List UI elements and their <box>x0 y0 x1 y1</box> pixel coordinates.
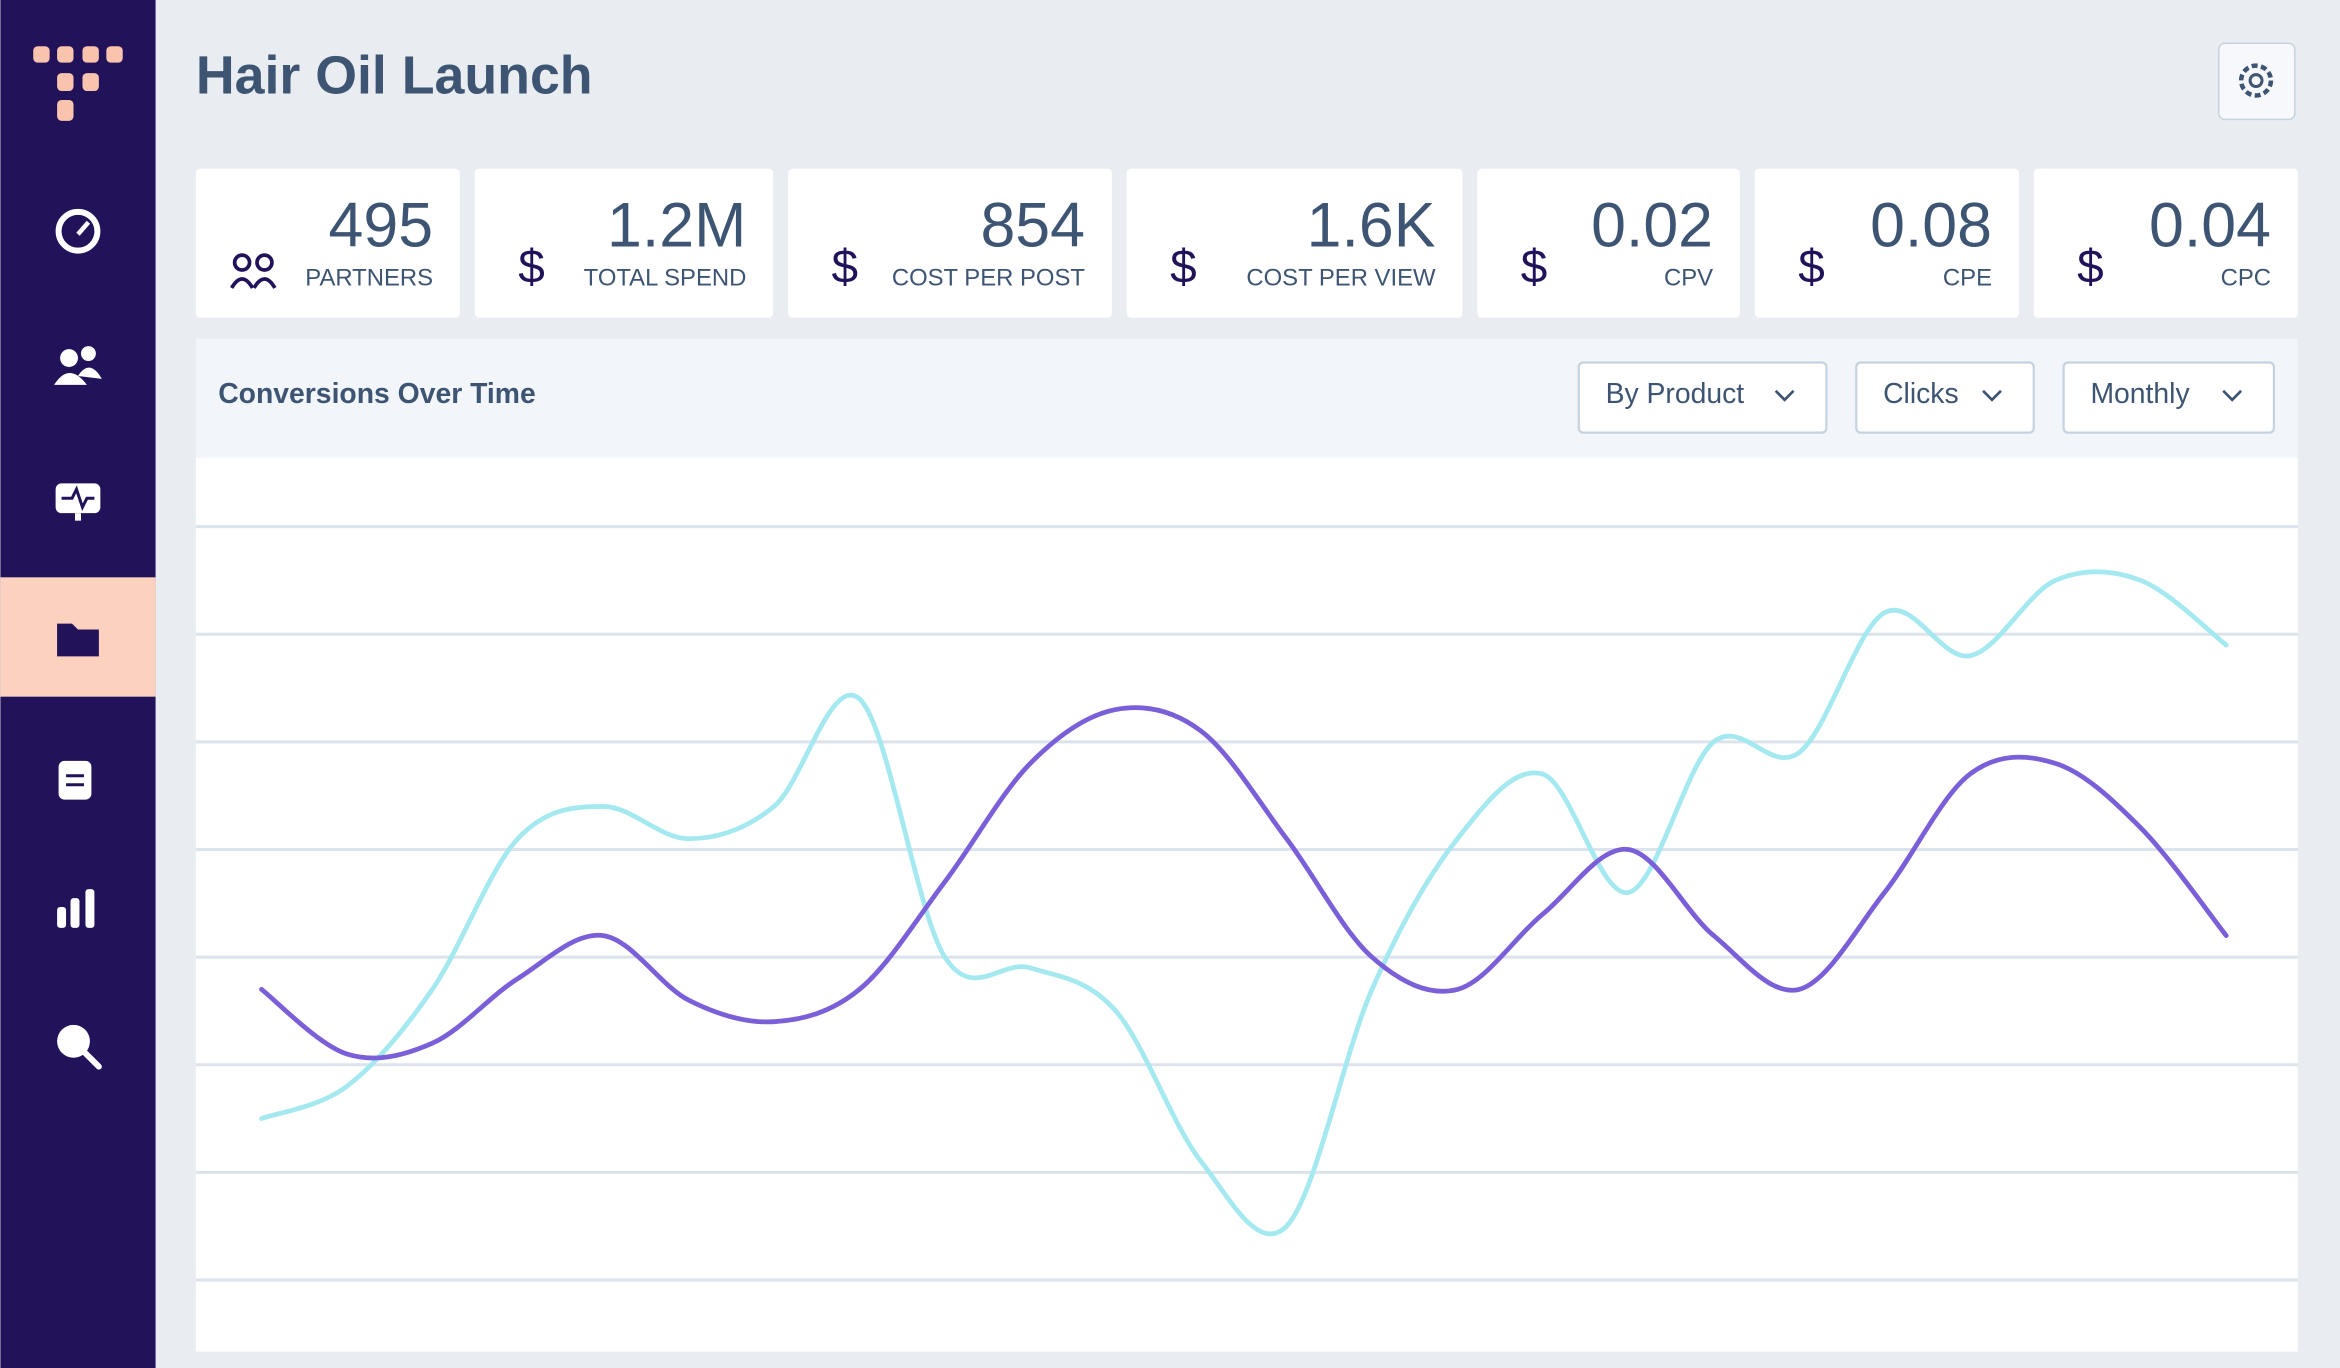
icon-part <box>230 277 277 289</box>
dollar-icon: $ <box>518 241 545 294</box>
stat-card <box>1126 168 1463 318</box>
nav-search[interactable] <box>57 1024 102 1070</box>
nav-campaigns[interactable] <box>57 623 99 657</box>
nav-monitor[interactable] <box>55 483 101 521</box>
page-title: Hair Oil Launch <box>196 45 593 105</box>
dropdown[interactable]: Monthly <box>2062 361 2276 434</box>
dropdown-box <box>1577 361 1828 434</box>
stat-value: 0.04 <box>2149 190 2271 260</box>
dropdown[interactable]: By Product <box>1577 361 1828 434</box>
nav-partners[interactable] <box>54 346 102 385</box>
stat-card <box>788 168 1112 318</box>
nav-reports[interactable] <box>57 889 95 928</box>
chart-area <box>195 457 2298 1352</box>
dropdown[interactable]: Clicks <box>1855 361 2035 434</box>
stat-value: 495 <box>329 190 434 260</box>
stat-label: TOTAL SPEND <box>584 264 747 291</box>
stat-label: CPC <box>2221 264 2271 291</box>
dropdown-chevron <box>1774 389 1795 402</box>
filters: By Product Clicks Monthly <box>1577 361 2276 434</box>
dollar-icon: $ <box>1521 241 1548 294</box>
dropdown-label: By Product <box>1606 378 1745 410</box>
dollar-icon: $ <box>1798 241 1825 294</box>
stat-value: 854 <box>980 190 1085 260</box>
dropdown-label: Clicks <box>1883 378 1959 410</box>
dropdown-box <box>2062 361 2276 434</box>
stat-label: CPV <box>1664 264 1713 291</box>
dollar-icon: $ <box>832 241 859 294</box>
stat-value: 0.08 <box>1870 190 1992 260</box>
panel-title: Conversions Over Time <box>218 378 536 410</box>
plot <box>195 525 2298 1282</box>
stat-label: COST PER VIEW <box>1246 264 1436 291</box>
series-line <box>259 705 2229 1061</box>
dollar-icon: $ <box>1170 241 1197 294</box>
nav-dashboard[interactable] <box>55 208 101 254</box>
dropdown-chevron <box>1982 389 2002 402</box>
stat-cards: 495 PARTNERS 1.2M TOTAL SPEND $854 COST PER P… <box>195 168 2298 318</box>
dropdown-label: Monthly <box>2090 378 2190 410</box>
stat-value: 1.6K <box>1307 190 1436 260</box>
stat-card <box>1477 168 1740 318</box>
nav-notes[interactable] <box>58 760 92 800</box>
dollar-icon: $ <box>2077 241 2104 294</box>
logo <box>33 46 123 121</box>
stat-card <box>2033 168 2298 318</box>
icon-part <box>232 253 252 272</box>
stat-label: COST PER POST <box>892 264 1086 291</box>
stat-value: 0.02 <box>1591 190 1713 260</box>
dropdown-box <box>1855 361 2035 434</box>
stat-card <box>1754 168 2019 318</box>
settings-button[interactable] <box>2218 42 2296 121</box>
stat-label: CPE <box>1943 264 1992 291</box>
series-line <box>259 569 2229 1237</box>
partners-icon <box>230 253 277 289</box>
stat-label: PARTNERS <box>305 264 433 291</box>
stat-value: 1.2M <box>607 190 746 260</box>
icon-part <box>255 253 274 272</box>
stat-card <box>474 168 774 318</box>
dropdown-chevron <box>2222 389 2243 402</box>
